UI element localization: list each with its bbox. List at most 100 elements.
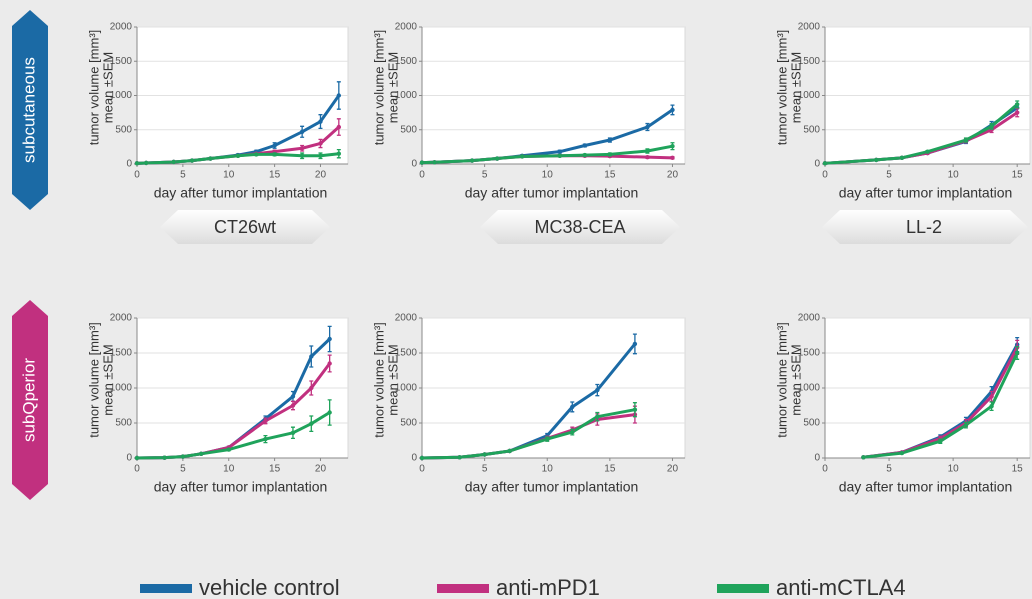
y-axis-label: tumor volume [mm³] [774,30,789,146]
data-point [419,455,425,461]
y-tick-label: 1000 [395,383,418,394]
y-tick-label: 1000 [110,383,133,394]
data-point [208,156,213,161]
y-tick-label: 1000 [798,383,821,394]
data-point [570,429,575,435]
data-point [290,394,296,399]
data-point [607,152,613,157]
y-tick-label: 500 [803,418,820,429]
data-point [318,153,323,158]
y-tick-label: 2000 [798,22,821,33]
data-point [595,414,600,419]
chart: 0 500 1000 1500 2000 0 5 10 15 day after tumor im… [774,22,1031,201]
y-tick-label: 1000 [798,90,821,101]
data-point [507,448,512,454]
chart: 0 500 1000 1500 2000 0 5 10 15 20 day after tumor … [86,22,349,201]
x-tick-label: 15 [269,170,281,181]
x-tick-label: 10 [542,170,554,181]
x-tick-label: 15 [1012,464,1024,475]
data-point [254,152,259,157]
data-point [595,387,600,393]
legend-label: vehicle control [199,575,340,599]
y-tick-label: 2000 [110,22,133,33]
x-axis-label: day after tumor implantation [154,185,328,201]
data-point [989,394,994,399]
data-point [925,149,930,154]
y-tick-label: 2000 [798,313,821,324]
x-tick-label: 10 [542,464,554,475]
x-tick-label: 5 [886,170,892,181]
y-axis-label: mean ±SEM [385,52,400,123]
y-tick-label: 500 [400,418,417,429]
x-tick-label: 5 [482,170,488,181]
data-point [272,143,277,148]
data-point [899,155,905,161]
data-point [645,124,650,130]
data-point [226,447,231,452]
x-tick-label: 10 [223,464,235,475]
x-tick-label: 0 [134,170,140,181]
data-point [309,354,314,359]
data-point [134,161,140,166]
y-axis-label: tumor volume [mm³] [86,30,101,146]
data-point [494,156,500,161]
data-point [670,143,675,149]
data-point [582,143,588,148]
y-tick-label: 1500 [395,348,418,359]
data-point [235,153,241,158]
data-point [432,160,437,165]
y-tick-label: 1000 [110,90,133,101]
legend-swatch [717,584,769,593]
data-point [299,146,305,151]
x-tick-label: 5 [482,464,488,475]
x-tick-label: 15 [269,464,281,475]
x-axis-label: day after tumor implantation [465,185,639,201]
data-point [989,404,994,409]
x-axis-label: day after tumor implantation [839,185,1013,201]
y-tick-label: 1500 [798,56,821,67]
data-point [874,157,879,163]
data-point [318,141,323,146]
x-tick-label: 20 [315,170,327,181]
y-tick-label: 1500 [395,56,418,67]
y-axis-label: tumor volume [mm³] [774,322,789,438]
data-point [645,154,650,160]
data-point [899,450,905,456]
x-tick-label: 20 [667,464,679,475]
data-point [199,451,204,456]
x-tick-label: 5 [180,170,186,181]
y-tick-label: 0 [814,453,820,464]
x-tick-label: 10 [948,170,960,181]
y-axis-label: tumor volume [mm³] [371,30,386,146]
legend-label: anti-mCTLA4 [776,575,906,599]
data-point [134,455,140,461]
data-point [309,385,314,391]
model-label: MC38-CEA [534,217,625,237]
data-point [180,454,186,459]
y-tick-label: 500 [400,124,417,135]
y-axis-label: mean ±SEM [100,344,115,415]
x-axis-label: day after tumor implantation [839,479,1013,495]
y-tick-label: 500 [115,124,132,135]
row-tab: subQperior [12,300,48,500]
data-point [299,153,305,158]
model-tab: LL-2 [822,210,1028,244]
x-tick-label: 20 [667,170,679,181]
data-point [299,129,305,135]
y-tick-label: 1500 [798,348,821,359]
y-tick-label: 2000 [110,313,133,324]
x-tick-label: 10 [948,464,960,475]
data-point [570,404,575,410]
data-point [632,341,638,347]
data-point [482,452,487,457]
data-point [263,436,268,442]
data-point [582,152,588,158]
y-tick-label: 500 [115,418,132,429]
chart: 0 500 1000 1500 2000 0 5 10 15 20 day after tumor … [371,313,686,495]
x-tick-label: 10 [223,170,235,181]
y-axis-label: mean ±SEM [385,344,400,415]
y-tick-label: 2000 [395,22,418,33]
data-point [989,124,994,129]
x-tick-label: 0 [134,464,140,475]
